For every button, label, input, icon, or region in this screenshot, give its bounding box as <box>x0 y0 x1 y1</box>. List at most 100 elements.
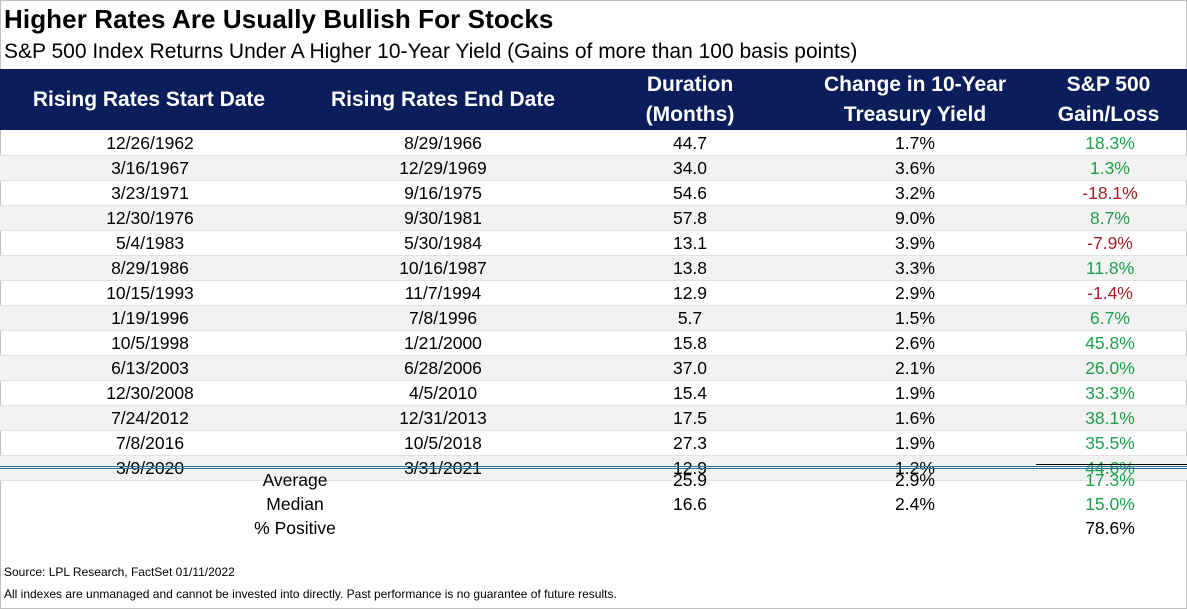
header-yield-change: Change in 10-Year Treasury Yield <box>800 69 1030 130</box>
cell-sp500-gain: 8.7% <box>1090 208 1130 228</box>
cell-start-date: 12/30/1976 <box>106 208 194 228</box>
table-row: 8/29/1986 10/16/1987 13.8 3.3% 11.8% <box>0 256 1187 281</box>
cell-duration: 13.8 <box>672 258 708 278</box>
cell-yield-change: 1.9% <box>895 433 935 453</box>
summary-divider <box>0 466 1187 467</box>
cell-end-date: 4/5/2010 <box>408 383 478 403</box>
cell-yield-change: 3.2% <box>895 183 935 203</box>
cell-duration: 17.5 <box>672 408 708 428</box>
cell-start-date: 10/5/1998 <box>111 333 189 353</box>
summary-section: Average 25.9 2.9% 17.3% Median 16.6 2.4%… <box>0 468 1187 540</box>
cell-yield-change: 2.9% <box>895 283 935 303</box>
cell-end-date: 12/31/2013 <box>399 408 487 428</box>
cell-duration: 44.7 <box>672 133 708 153</box>
table-row: 7/24/2012 12/31/2013 17.5 1.6% 38.1% <box>0 406 1187 431</box>
table-row: 10/5/1998 1/21/2000 15.8 2.6% 45.8% <box>0 331 1187 356</box>
cell-yield-change: 3.6% <box>895 158 935 178</box>
cell-start-date: 6/13/2003 <box>111 358 189 378</box>
cell-end-date: 9/30/1981 <box>404 208 482 228</box>
header-duration-line1: Duration <box>646 72 734 96</box>
header-duration: Duration (Months) <box>610 69 770 130</box>
summary-gain: 17.3% <box>1085 470 1135 490</box>
table-row: 3/16/1967 12/29/1969 34.0 3.6% 1.3% <box>0 156 1187 181</box>
header-start-date: Rising Rates Start Date <box>32 87 266 111</box>
cell-sp500-gain: 33.3% <box>1085 383 1135 403</box>
cell-end-date: 11/7/1994 <box>404 283 482 303</box>
cell-duration: 5.7 <box>677 308 703 328</box>
cell-sp500-gain: 1.3% <box>1090 158 1130 178</box>
header-yield-change-line1: Change in 10-Year <box>823 72 1007 96</box>
cell-sp500-gain: 6.7% <box>1090 308 1130 328</box>
cell-duration: 57.8 <box>672 208 708 228</box>
cell-end-date: 12/29/1969 <box>399 158 487 178</box>
cell-sp500-gain: -7.9% <box>1087 233 1133 253</box>
table-header: Rising Rates Start Date Rising Rates End… <box>0 69 1187 130</box>
cell-duration: 13.1 <box>672 233 708 253</box>
cell-sp500-gain: 45.8% <box>1085 333 1135 353</box>
cell-start-date: 10/15/1993 <box>106 283 194 303</box>
cell-sp500-gain: -1.4% <box>1087 283 1133 303</box>
cell-yield-change: 9.0% <box>895 208 935 228</box>
cell-yield-change: 1.5% <box>895 308 935 328</box>
cell-start-date: 7/8/2016 <box>115 433 185 453</box>
summary-duration: 16.6 <box>672 494 708 514</box>
table-row: 6/13/2003 6/28/2006 37.0 2.1% 26.0% <box>0 356 1187 381</box>
table-row: 10/15/1993 11/7/1994 12.9 2.9% -1.4% <box>0 281 1187 306</box>
cell-yield-change: 3.3% <box>895 258 935 278</box>
table-row: 5/4/1983 5/30/1984 13.1 3.9% -7.9% <box>0 231 1187 256</box>
cell-end-date: 10/5/2018 <box>404 433 482 453</box>
cell-yield-change: 2.6% <box>895 333 935 353</box>
cell-end-date: 6/28/2006 <box>404 358 482 378</box>
table-row: 7/8/2016 10/5/2018 27.3 1.9% 35.5% <box>0 431 1187 456</box>
summary-duration: 25.9 <box>672 470 708 490</box>
table-row: 12/30/2008 4/5/2010 15.4 1.9% 33.3% <box>0 381 1187 406</box>
cell-sp500-gain: -18.1% <box>1082 183 1138 203</box>
header-end-date: Rising Rates End Date <box>330 87 556 111</box>
cell-end-date: 8/29/1966 <box>404 133 482 153</box>
cell-start-date: 12/30/2008 <box>106 383 194 403</box>
page-subtitle: S&P 500 Index Returns Under A Higher 10-… <box>4 40 858 63</box>
cell-yield-change: 1.9% <box>895 383 935 403</box>
cell-start-date: 7/24/2012 <box>111 408 189 428</box>
table-row: 12/26/1962 8/29/1966 44.7 1.7% 18.3% <box>0 131 1187 156</box>
cell-duration: 12.9 <box>672 283 708 303</box>
cell-yield-change: 3.9% <box>895 233 935 253</box>
gain-column-rule <box>1036 464 1187 465</box>
summary-yield-change: 2.9% <box>895 470 935 490</box>
header-yield-change-line2: Treasury Yield <box>843 102 987 126</box>
table-row: 12/30/1976 9/30/1981 57.8 9.0% 8.7% <box>0 206 1187 231</box>
cell-sp500-gain: 38.1% <box>1085 408 1135 428</box>
summary-gain: 15.0% <box>1085 494 1135 514</box>
cell-end-date: 1/21/2000 <box>404 333 482 353</box>
cell-end-date: 9/16/1975 <box>404 183 482 203</box>
table-row: 1/19/1996 7/8/1996 5.7 1.5% 6.7% <box>0 306 1187 331</box>
cell-duration: 15.4 <box>672 383 708 403</box>
cell-end-date: 7/8/1996 <box>408 308 478 328</box>
cell-sp500-gain: 26.0% <box>1085 358 1135 378</box>
cell-start-date: 3/23/1971 <box>111 183 189 203</box>
cell-sp500-gain: 18.3% <box>1085 133 1135 153</box>
header-sp500-gain: S&P 500 Gain/Loss <box>1030 69 1187 130</box>
summary-yield-change: 2.4% <box>895 494 935 514</box>
cell-duration: 15.8 <box>672 333 708 353</box>
cell-start-date: 3/16/1967 <box>111 158 189 178</box>
header-duration-line2: (Months) <box>645 102 735 126</box>
header-sp500-gain-line2: Gain/Loss <box>1057 102 1160 126</box>
cell-duration: 27.3 <box>672 433 708 453</box>
cell-duration: 34.0 <box>672 158 708 178</box>
summary-label: Average <box>262 470 328 490</box>
cell-yield-change: 1.7% <box>895 133 935 153</box>
cell-yield-change: 2.1% <box>895 358 935 378</box>
summary-row-positive: % Positive 78.6% <box>0 516 1187 540</box>
cell-start-date: 12/26/1962 <box>106 133 194 153</box>
cell-end-date: 5/30/1984 <box>404 233 482 253</box>
cell-end-date: 10/16/1987 <box>399 258 487 278</box>
cell-start-date: 1/19/1996 <box>111 308 189 328</box>
disclaimer-note: All indexes are unmanaged and cannot be … <box>4 587 617 601</box>
page-title: Higher Rates Are Usually Bullish For Sto… <box>4 4 554 34</box>
cell-duration: 37.0 <box>672 358 708 378</box>
table-row: 3/23/1971 9/16/1975 54.6 3.2% -18.1% <box>0 181 1187 206</box>
header-sp500-gain-line1: S&P 500 <box>1066 72 1151 96</box>
cell-sp500-gain: 35.5% <box>1085 433 1135 453</box>
summary-row-median: Median 16.6 2.4% 15.0% <box>0 492 1187 516</box>
